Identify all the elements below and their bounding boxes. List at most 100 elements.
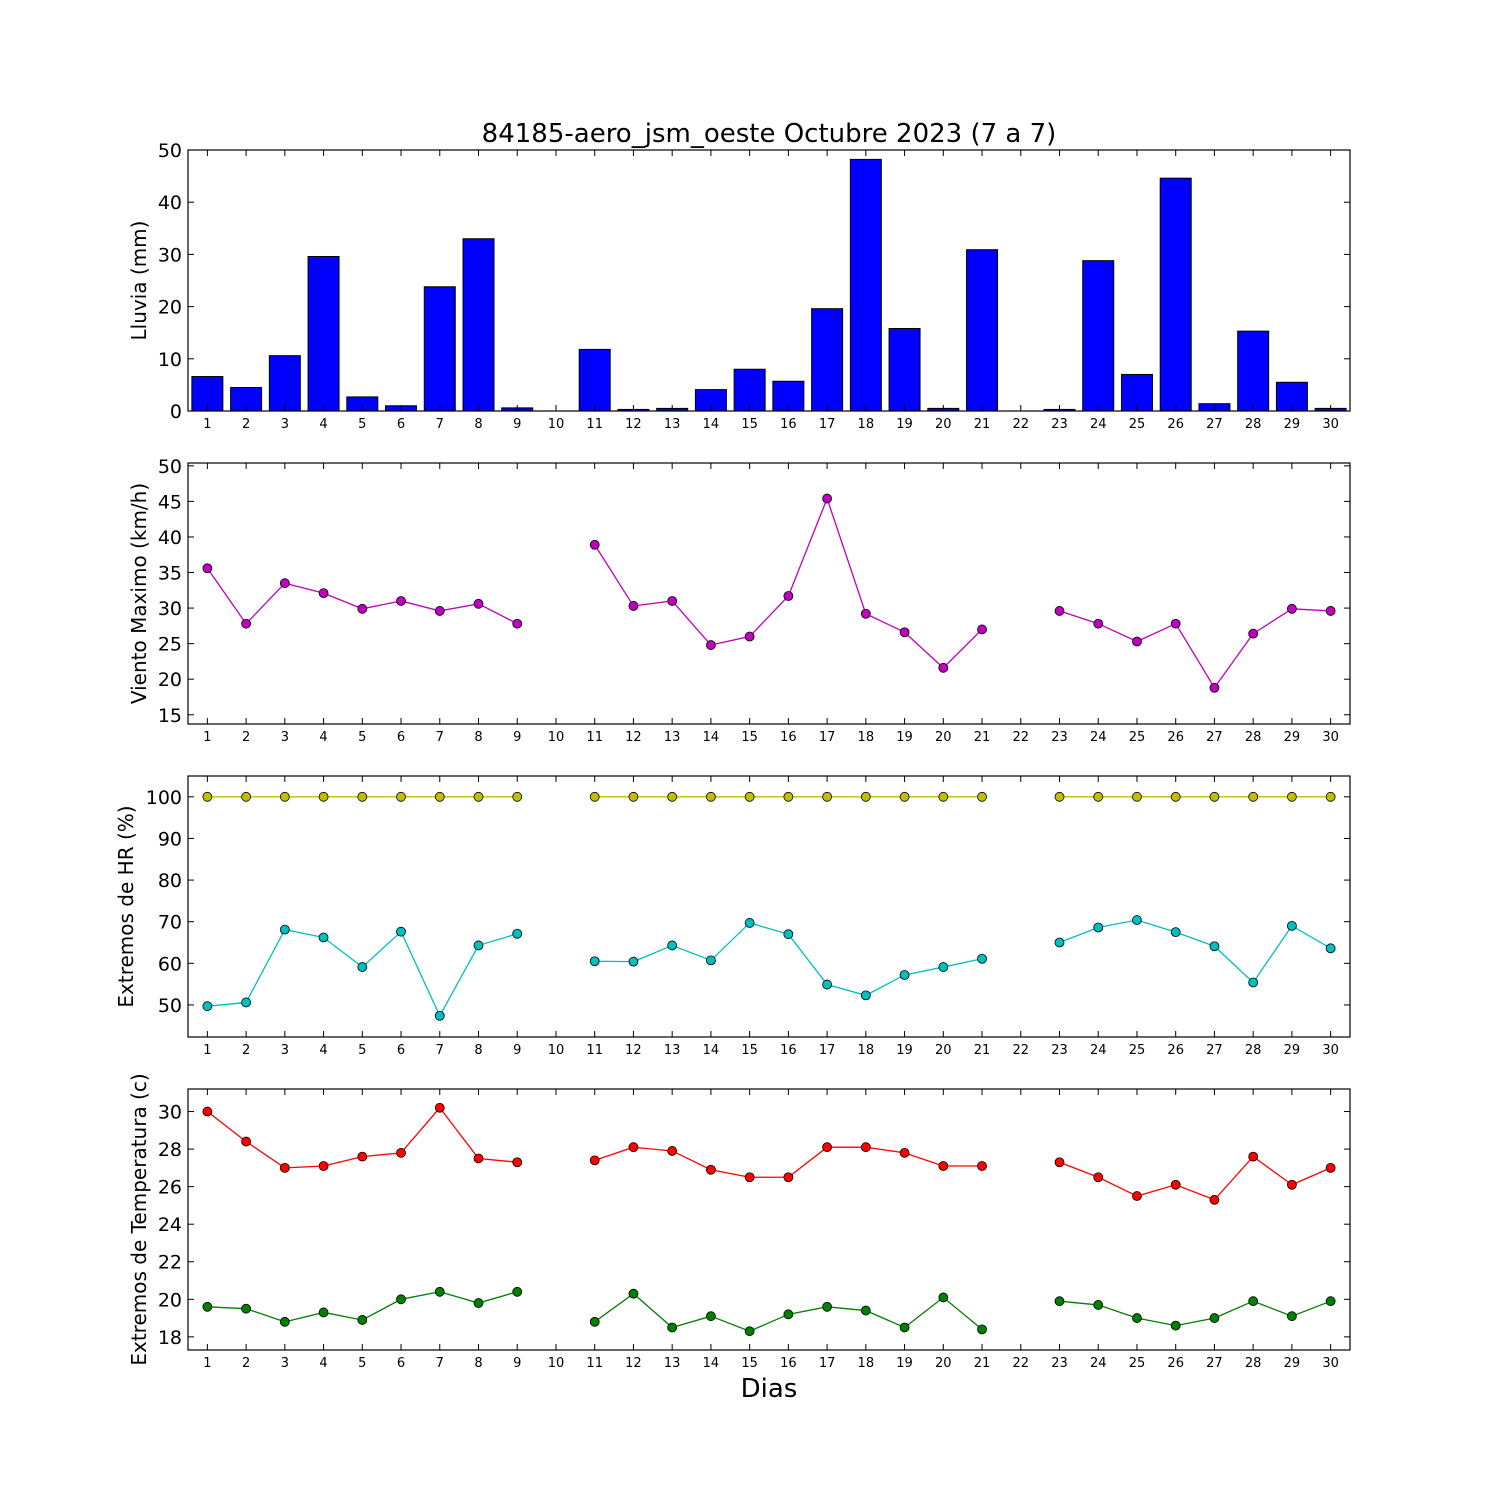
xtick-label: 25 bbox=[1129, 1356, 1146, 1371]
xtick-label: 28 bbox=[1245, 1356, 1262, 1371]
y-axis-label: Viento Maximo (km/h) bbox=[127, 483, 151, 704]
bar-day-19 bbox=[888, 328, 921, 412]
series-1-point-day-4 bbox=[318, 588, 329, 599]
xtick-label: 14 bbox=[703, 1356, 720, 1371]
series-2-point-day-20 bbox=[938, 1292, 949, 1303]
ytick-label: 20 bbox=[158, 1289, 182, 1311]
bar-day-8 bbox=[462, 238, 495, 412]
bar-day-7 bbox=[423, 286, 456, 412]
series-2-point-day-2 bbox=[241, 997, 252, 1008]
xtick-label: 19 bbox=[896, 417, 913, 432]
series-1-point-day-2 bbox=[241, 1136, 252, 1147]
series-1-point-day-25 bbox=[1132, 636, 1142, 647]
plot-frame bbox=[187, 149, 1351, 412]
series-1-point-day-7 bbox=[434, 606, 445, 616]
series-1-point-day-6 bbox=[396, 791, 406, 802]
series-2-point-day-14 bbox=[706, 955, 716, 966]
xtick-label: 14 bbox=[703, 417, 720, 432]
series-1-line-2 bbox=[594, 496, 983, 669]
xtick-label: 8 bbox=[474, 417, 482, 432]
xtick-label: 1 bbox=[203, 417, 211, 432]
series-1-point-day-8 bbox=[473, 598, 484, 609]
xtick-label: 8 bbox=[474, 1043, 482, 1058]
bar-day-4 bbox=[307, 255, 340, 412]
ytick-label: 30 bbox=[158, 598, 182, 620]
ytick-label: 25 bbox=[158, 634, 182, 656]
xtick-label: 29 bbox=[1284, 730, 1301, 745]
xtick-label: 12 bbox=[625, 730, 642, 745]
xtick-label: 17 bbox=[819, 1043, 836, 1058]
xtick-label: 25 bbox=[1129, 730, 1146, 745]
ytick-label: 50 bbox=[158, 995, 182, 1017]
series-2-point-day-21 bbox=[977, 953, 987, 964]
series-1-point-day-24 bbox=[1093, 1172, 1104, 1183]
ytick-label: 22 bbox=[158, 1252, 182, 1274]
series-1-point-day-24 bbox=[1093, 791, 1104, 802]
xtick-label: 29 bbox=[1284, 417, 1301, 432]
series-1-point-day-23 bbox=[1054, 791, 1065, 802]
series-1-point-day-4 bbox=[318, 791, 329, 802]
series-1-point-day-6 bbox=[396, 596, 406, 606]
y-axis-label: Lluvia (mm) bbox=[127, 221, 151, 341]
xtick-label: 6 bbox=[397, 1356, 405, 1371]
ytick-label: 30 bbox=[158, 244, 182, 266]
xtick-label: 22 bbox=[1012, 730, 1029, 745]
series-1-point-day-29 bbox=[1287, 603, 1297, 614]
series-2-point-day-18 bbox=[860, 1305, 871, 1316]
series-1-point-day-27 bbox=[1209, 1194, 1220, 1205]
xtick-label: 25 bbox=[1129, 1043, 1146, 1058]
series-1-point-day-7 bbox=[434, 791, 445, 802]
bar-day-28 bbox=[1237, 330, 1270, 412]
xtick-label: 27 bbox=[1206, 417, 1223, 432]
series-1-point-day-25 bbox=[1132, 1191, 1142, 1201]
series-2-point-day-17 bbox=[822, 979, 832, 990]
xtick-label: 30 bbox=[1322, 1356, 1339, 1371]
xtick-label: 21 bbox=[974, 1043, 991, 1058]
series-1-point-day-9 bbox=[512, 618, 523, 629]
xtick-label: 2 bbox=[242, 1043, 250, 1058]
xtick-label: 23 bbox=[1051, 730, 1068, 745]
xtick-label: 27 bbox=[1206, 1356, 1223, 1371]
xtick-label: 12 bbox=[625, 1043, 642, 1058]
xtick-label: 29 bbox=[1284, 1356, 1301, 1371]
xtick-label: 19 bbox=[896, 730, 913, 745]
series-2-line-3 bbox=[1059, 919, 1331, 984]
xtick-label: 16 bbox=[780, 730, 797, 745]
series-1-point-day-13 bbox=[667, 1146, 678, 1156]
series-1-point-day-26 bbox=[1170, 791, 1181, 802]
xtick-label: 29 bbox=[1284, 1043, 1301, 1058]
series-2-point-day-11 bbox=[589, 956, 600, 967]
bar-day-3 bbox=[268, 355, 301, 412]
series-1-point-day-29 bbox=[1287, 1179, 1297, 1190]
series-2-point-day-16 bbox=[783, 1309, 794, 1320]
xtick-label: 1 bbox=[203, 1356, 211, 1371]
xtick-label: 6 bbox=[397, 417, 405, 432]
xtick-label: 4 bbox=[319, 730, 327, 745]
xtick-label: 1 bbox=[203, 730, 211, 745]
series-1-point-day-26 bbox=[1170, 1179, 1181, 1190]
ytick-label: 80 bbox=[158, 870, 182, 892]
series-1-point-day-14 bbox=[706, 1164, 716, 1175]
xtick-label: 23 bbox=[1051, 1356, 1068, 1371]
xtick-label: 28 bbox=[1245, 417, 1262, 432]
y-axis-label: Extremos de Temperatura (c) bbox=[127, 1073, 151, 1365]
series-1-point-day-1 bbox=[202, 1106, 213, 1117]
series-1-point-day-21 bbox=[977, 1161, 987, 1171]
series-1-point-day-19 bbox=[899, 1147, 910, 1158]
xtick-label: 11 bbox=[586, 1356, 603, 1371]
series-1-point-day-20 bbox=[938, 662, 949, 673]
xtick-label: 26 bbox=[1167, 730, 1184, 745]
series-1-point-day-6 bbox=[396, 1147, 406, 1158]
xtick-label: 2 bbox=[242, 417, 250, 432]
series-1-point-day-12 bbox=[628, 601, 639, 611]
xtick-label: 2 bbox=[242, 1356, 250, 1371]
xtick-label: 8 bbox=[474, 1356, 482, 1371]
series-1-point-day-14 bbox=[706, 791, 716, 802]
series-1-point-day-17 bbox=[822, 791, 832, 802]
xtick-label: 9 bbox=[513, 1043, 521, 1058]
xtick-label: 21 bbox=[974, 1356, 991, 1371]
series-2-point-day-2 bbox=[241, 1303, 252, 1314]
xtick-label: 13 bbox=[664, 417, 681, 432]
